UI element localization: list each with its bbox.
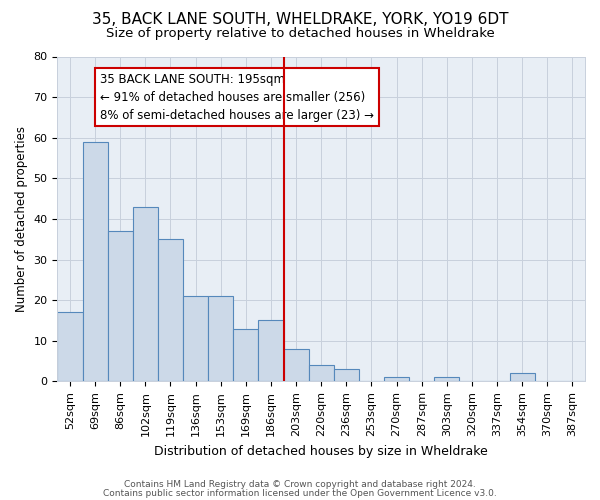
Bar xyxy=(334,369,359,382)
Text: 35 BACK LANE SOUTH: 195sqm
← 91% of detached houses are smaller (256)
8% of semi: 35 BACK LANE SOUTH: 195sqm ← 91% of deta… xyxy=(100,72,374,122)
Text: Contains public sector information licensed under the Open Government Licence v3: Contains public sector information licen… xyxy=(103,489,497,498)
Bar xyxy=(133,206,158,382)
X-axis label: Distribution of detached houses by size in Wheldrake: Distribution of detached houses by size … xyxy=(154,444,488,458)
Bar xyxy=(284,349,308,382)
Bar xyxy=(158,239,183,382)
Bar xyxy=(509,373,535,382)
Bar xyxy=(233,328,259,382)
Y-axis label: Number of detached properties: Number of detached properties xyxy=(15,126,28,312)
Bar xyxy=(259,320,284,382)
Bar xyxy=(308,365,334,382)
Bar xyxy=(107,231,133,382)
Bar xyxy=(208,296,233,382)
Text: 35, BACK LANE SOUTH, WHELDRAKE, YORK, YO19 6DT: 35, BACK LANE SOUTH, WHELDRAKE, YORK, YO… xyxy=(92,12,508,28)
Bar xyxy=(434,378,460,382)
Bar xyxy=(58,312,83,382)
Text: Contains HM Land Registry data © Crown copyright and database right 2024.: Contains HM Land Registry data © Crown c… xyxy=(124,480,476,489)
Bar xyxy=(384,378,409,382)
Bar xyxy=(183,296,208,382)
Text: Size of property relative to detached houses in Wheldrake: Size of property relative to detached ho… xyxy=(106,28,494,40)
Bar xyxy=(83,142,107,382)
